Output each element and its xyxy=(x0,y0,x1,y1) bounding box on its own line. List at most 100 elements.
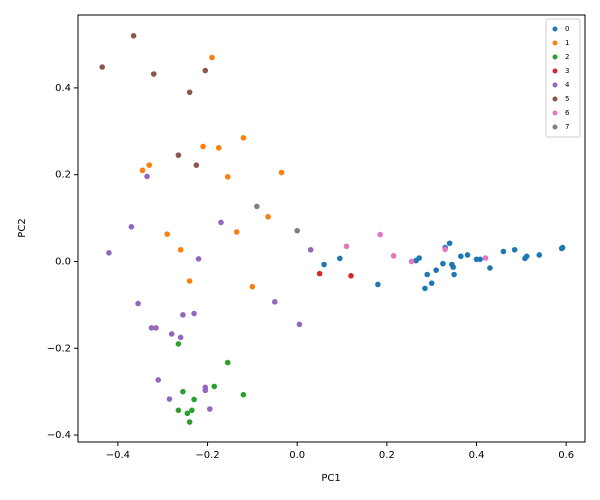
point xyxy=(408,258,415,265)
point xyxy=(511,246,518,253)
legend-marker xyxy=(552,96,558,102)
legend-marker xyxy=(552,26,558,32)
legend-marker xyxy=(552,40,558,46)
plot-frame xyxy=(77,14,586,443)
point xyxy=(177,334,184,341)
point xyxy=(487,265,493,271)
x-tick-label: 0.0 xyxy=(289,450,305,461)
point xyxy=(155,377,162,383)
x-tick-label: −0.2 xyxy=(195,450,219,461)
point xyxy=(240,391,247,398)
point xyxy=(148,325,155,331)
point xyxy=(175,407,182,414)
legend-marker xyxy=(552,82,558,88)
point xyxy=(416,255,422,261)
point xyxy=(278,169,285,176)
point xyxy=(184,410,191,417)
point xyxy=(200,143,206,150)
point xyxy=(209,54,215,61)
y-axis-label: PC2 xyxy=(17,218,28,237)
point xyxy=(375,281,381,288)
point xyxy=(168,331,175,337)
point xyxy=(99,64,106,70)
point xyxy=(343,243,350,250)
point xyxy=(166,396,173,402)
point xyxy=(307,246,314,253)
point xyxy=(106,250,112,256)
point xyxy=(144,173,150,180)
point xyxy=(189,407,195,414)
point xyxy=(175,341,182,347)
point xyxy=(296,321,303,328)
point xyxy=(218,219,224,226)
legend-label: 3 xyxy=(565,67,569,75)
point xyxy=(433,267,439,273)
point xyxy=(191,396,197,403)
point xyxy=(271,299,278,305)
point xyxy=(150,71,157,77)
point xyxy=(224,174,231,180)
point xyxy=(316,270,323,277)
x-tick-label: 0.4 xyxy=(469,450,485,461)
point xyxy=(146,162,153,168)
legend-marker xyxy=(552,124,558,130)
y-tick-label: −0.4 xyxy=(47,430,71,441)
legend-label: 7 xyxy=(565,123,569,131)
point xyxy=(464,252,471,258)
point xyxy=(336,255,343,262)
point xyxy=(294,227,301,234)
point xyxy=(139,167,146,174)
point xyxy=(424,271,431,278)
point xyxy=(128,223,135,230)
legend-label: 6 xyxy=(565,109,570,117)
legend-marker xyxy=(552,68,558,74)
point xyxy=(422,285,428,292)
x-tick-label: −0.4 xyxy=(106,450,130,461)
x-tick-label: 0.6 xyxy=(558,450,574,461)
point xyxy=(202,67,209,74)
x-tick-label: 0.2 xyxy=(379,450,395,461)
point xyxy=(195,256,202,262)
point xyxy=(442,246,448,253)
legend-label: 1 xyxy=(565,39,569,47)
point xyxy=(249,283,256,290)
legend-label: 0 xyxy=(565,25,569,33)
point xyxy=(265,213,271,220)
point xyxy=(233,229,240,235)
point xyxy=(164,231,171,237)
point xyxy=(153,325,159,331)
point xyxy=(523,253,530,260)
legend-marker xyxy=(552,110,558,116)
point xyxy=(135,300,141,307)
point xyxy=(536,252,543,258)
point xyxy=(186,278,193,284)
point xyxy=(175,152,182,158)
y-tick-label: −0.2 xyxy=(47,343,71,354)
point xyxy=(202,387,209,394)
point xyxy=(215,144,222,151)
point xyxy=(254,203,260,210)
point xyxy=(482,255,489,261)
legend-label: 4 xyxy=(565,81,570,89)
point xyxy=(348,272,354,279)
y-tick-label: 0.2 xyxy=(55,170,71,181)
point xyxy=(477,256,483,263)
point xyxy=(500,248,507,255)
point xyxy=(177,246,184,253)
point xyxy=(321,261,327,268)
point xyxy=(130,33,137,39)
point xyxy=(240,135,247,141)
point xyxy=(428,280,435,286)
point xyxy=(559,244,566,251)
point xyxy=(390,253,397,259)
y-tick-label: 0.4 xyxy=(55,83,71,94)
point xyxy=(446,240,453,247)
point xyxy=(193,162,200,168)
legend-label: 2 xyxy=(565,53,569,61)
point xyxy=(211,383,218,390)
point xyxy=(451,271,457,278)
x-axis-label: PC1 xyxy=(321,473,340,484)
legend-box xyxy=(545,18,581,138)
